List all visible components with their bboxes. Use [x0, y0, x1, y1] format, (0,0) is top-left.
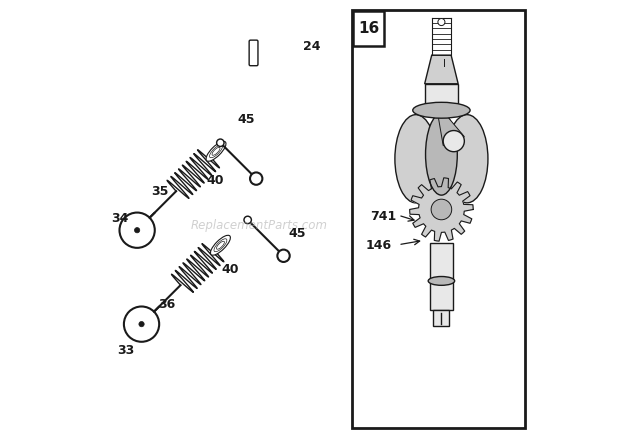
Ellipse shape	[428, 277, 454, 285]
Ellipse shape	[206, 142, 226, 161]
Text: 45: 45	[288, 227, 306, 240]
Text: 34: 34	[111, 212, 128, 225]
Text: 33: 33	[117, 344, 135, 357]
Bar	[433, 310, 450, 326]
Ellipse shape	[425, 113, 458, 195]
Text: 741: 741	[370, 209, 396, 223]
Circle shape	[277, 250, 290, 262]
Polygon shape	[410, 178, 473, 241]
Circle shape	[431, 199, 452, 220]
Bar	[352, 10, 525, 428]
Circle shape	[139, 321, 144, 327]
Bar	[425, 84, 458, 110]
Circle shape	[244, 216, 251, 224]
Text: 40: 40	[206, 174, 224, 187]
Text: 24: 24	[303, 40, 321, 53]
Ellipse shape	[395, 115, 436, 203]
Bar	[430, 243, 453, 310]
FancyBboxPatch shape	[249, 40, 258, 66]
Circle shape	[216, 139, 224, 146]
Text: 36: 36	[158, 298, 175, 311]
Bar	[353, 11, 384, 46]
Ellipse shape	[210, 235, 231, 255]
Ellipse shape	[446, 115, 488, 203]
Text: 40: 40	[222, 262, 239, 276]
Ellipse shape	[413, 102, 470, 118]
Circle shape	[438, 19, 445, 26]
Circle shape	[124, 306, 159, 342]
Circle shape	[120, 213, 155, 248]
Text: 45: 45	[237, 113, 255, 127]
Polygon shape	[425, 55, 458, 84]
Text: ReplacementParts.com: ReplacementParts.com	[191, 219, 328, 232]
Text: 35: 35	[151, 185, 169, 198]
Text: 146: 146	[365, 239, 391, 252]
Text: 16: 16	[358, 21, 379, 36]
Circle shape	[135, 228, 140, 233]
Circle shape	[250, 172, 262, 185]
Ellipse shape	[443, 131, 464, 152]
Polygon shape	[438, 115, 464, 146]
